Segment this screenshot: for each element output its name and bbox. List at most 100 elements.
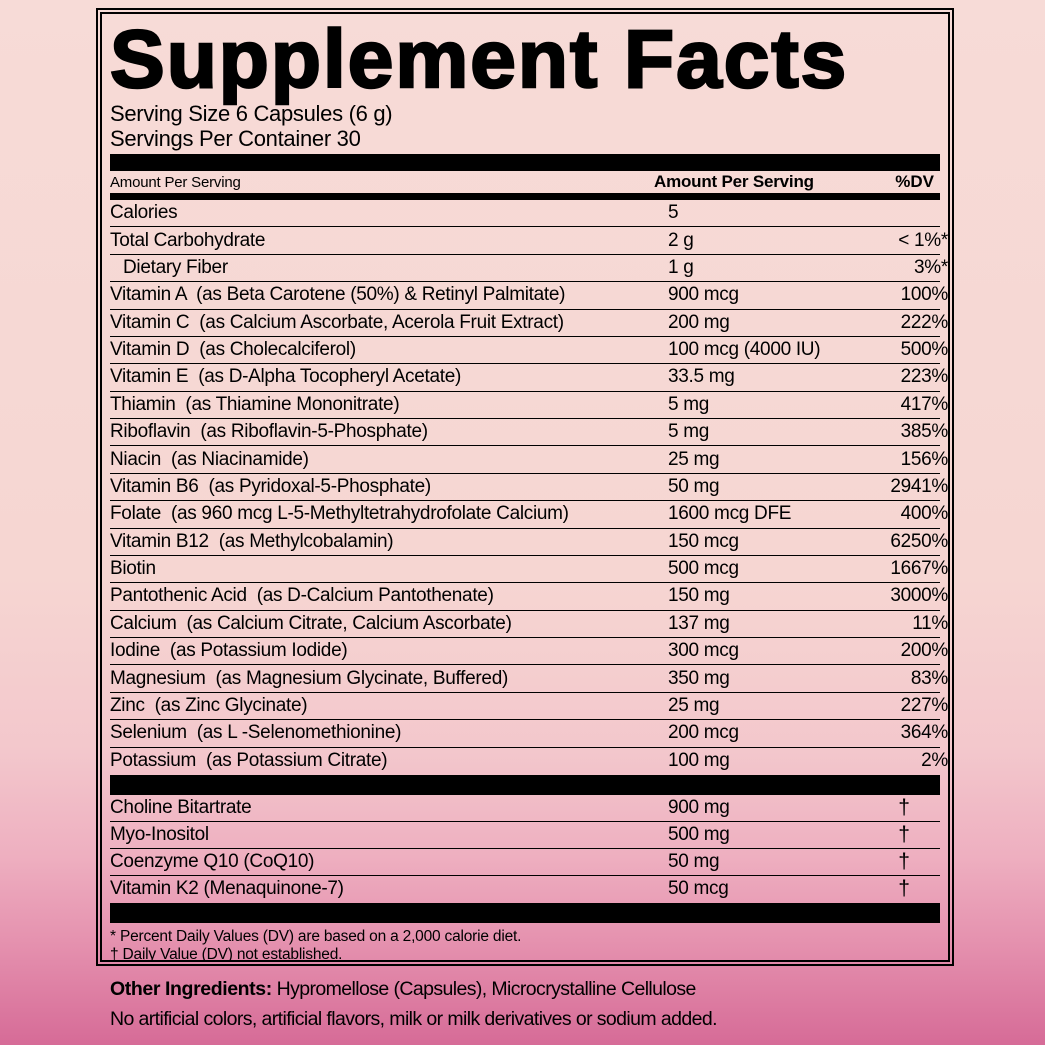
other-ingredients-block: Other Ingredients: Hypromellose (Capsule… xyxy=(110,974,718,1034)
nutrient-amount: 100 mcg (4000 IU) xyxy=(668,339,821,361)
nutrient-name: Dietary Fiber xyxy=(123,256,228,278)
nutrient-dv: 3000% xyxy=(890,585,948,607)
nutrient-name: Folate (as 960 mcg L-5-Methyltetrahydrof… xyxy=(110,503,569,525)
nutrient-row: Total Carbohydrate 2 g < 1%* xyxy=(110,227,948,255)
nutrient-dv: 156% xyxy=(900,448,948,470)
nutrient-row: Vitamin K2 (Menaquinone-7) 50 mcg † xyxy=(110,876,940,903)
nutrient-dv: 1667% xyxy=(890,558,948,580)
nutrient-row: Myo-Inositol 500 mg † xyxy=(110,822,940,849)
nutrient-amount: 150 mcg xyxy=(668,530,739,552)
nutrient-name: Thiamin (as Thiamine Mononitrate) xyxy=(110,393,400,415)
supplement-facts-panel: Supplement Facts Serving Size 6 Capsules… xyxy=(96,8,954,966)
nutrient-row: Vitamin B6 (as Pyridoxal-5-Phosphate) 50… xyxy=(110,474,948,502)
nutrient-amount: 50 mcg xyxy=(668,878,729,900)
nutrient-name: Magnesium (as Magnesium Glycinate, Buffe… xyxy=(110,667,508,689)
nutrient-name: Vitamin D (as Cholecalciferol) xyxy=(110,339,356,361)
nutrient-dv: 500% xyxy=(900,339,948,361)
nutrient-dv: 11% xyxy=(912,612,948,634)
nutrient-amount: 200 mcg xyxy=(668,722,739,744)
no-artificial-line: No artificial colors, artificial flavors… xyxy=(110,1008,718,1030)
nutrient-name: Pantothenic Acid (as D-Calcium Pantothen… xyxy=(110,585,494,607)
nutrient-amount: 500 mcg xyxy=(668,558,739,580)
other-ingredients-label: Other Ingredients: xyxy=(110,978,272,1000)
nutrient-amount: 350 mg xyxy=(668,667,730,689)
divider-bar-middle xyxy=(110,774,940,795)
nutrient-amount: 5 xyxy=(668,202,679,224)
nutrient-dv: 2941% xyxy=(890,475,948,497)
nutrient-dv: † xyxy=(898,849,910,873)
nutrient-dv: 223% xyxy=(900,366,948,388)
table-header-row: Amount Per Serving Amount Per Serving %D… xyxy=(110,171,940,193)
nutrient-dv: 364% xyxy=(900,722,948,744)
header-amount-per-serving-left: Amount Per Serving xyxy=(110,173,241,191)
nutrient-amount: 1600 mcg DFE xyxy=(668,503,792,525)
nutrient-name: Iodine (as Potassium Iodide) xyxy=(110,640,348,662)
nutrient-amount: 200 mg xyxy=(668,311,730,333)
nutrient-row: Dietary Fiber 1 g 3%* xyxy=(110,255,948,283)
nutrient-amount: 2 g xyxy=(668,229,694,251)
nutrient-dv: † xyxy=(898,795,910,819)
footnotes: * Percent Daily Values (DV) are based on… xyxy=(110,927,940,960)
nutrient-name: Calories xyxy=(110,202,178,224)
nutrient-row: Riboflavin (as Riboflavin-5-Phosphate) 5… xyxy=(110,419,948,447)
nutrient-name: Biotin xyxy=(110,558,156,580)
nutrient-amount: 150 mg xyxy=(668,585,730,607)
nutrient-amount: 5 mg xyxy=(668,421,710,443)
nutrient-name: Calcium (as Calcium Citrate, Calcium Asc… xyxy=(110,612,512,634)
nutrient-row: Pantothenic Acid (as D-Calcium Pantothen… xyxy=(110,583,948,611)
nutrient-row: Potassium (as Potassium Citrate) 100 mg … xyxy=(110,748,948,775)
nutrient-name: Vitamin E (as D-Alpha Tocopheryl Acetate… xyxy=(110,366,462,388)
nutrient-name: Selenium (as L -Selenomethionine) xyxy=(110,722,402,744)
nutrient-amount: 100 mg xyxy=(668,750,730,772)
nutrient-row: Magnesium (as Magnesium Glycinate, Buffe… xyxy=(110,665,948,693)
nutrient-dv: 2% xyxy=(921,750,948,772)
nutrient-dv: 3%* xyxy=(914,256,948,278)
nutrient-row: Niacin (as Niacinamide) 25 mg 156% xyxy=(110,446,948,474)
nutrient-amount: 900 mcg xyxy=(668,284,739,306)
nutrient-dv: 222% xyxy=(900,311,948,333)
nutrient-row: Selenium (as L -Selenomethionine) 200 mc… xyxy=(110,720,948,748)
servings-per-container-text: Servings Per Container 30 xyxy=(110,125,361,151)
nutrient-name: Vitamin A (as Beta Carotene (50%) & Reti… xyxy=(110,284,566,306)
nutrient-dv: 417% xyxy=(900,393,948,415)
nutrient-dv: 200% xyxy=(900,640,948,662)
nutrient-row: Vitamin D (as Cholecalciferol) 100 mcg (… xyxy=(110,337,948,365)
nutrient-row: Calories 5 xyxy=(110,200,940,228)
nutrient-amount: 1 g xyxy=(668,256,694,278)
nutrient-name: Vitamin B6 (as Pyridoxal-5-Phosphate) xyxy=(110,475,431,497)
nutrient-name: Riboflavin (as Riboflavin-5-Phosphate) xyxy=(110,421,428,443)
nutrient-table-main: Calories 5 Total Carbohydrate 2 g < 1%* … xyxy=(110,200,948,775)
supplement-facts-panel-inner: Supplement Facts Serving Size 6 Capsules… xyxy=(100,12,950,962)
serving-size-text: Serving Size 6 Capsules (6 g) xyxy=(110,101,393,126)
footnote-percent-dv: * Percent Daily Values (DV) are based on… xyxy=(110,927,522,945)
nutrient-name: Zinc (as Zinc Glycinate) xyxy=(110,694,308,716)
nutrient-name: Vitamin B12 (as Methylcobalamin) xyxy=(110,530,394,552)
nutrient-amount: 25 mg xyxy=(668,448,720,470)
nutrient-name: Choline Bitartrate xyxy=(110,796,252,818)
header-percent-dv: %DV xyxy=(895,172,934,191)
header-amount-per-serving: Amount Per Serving xyxy=(654,172,814,191)
nutrient-amount: 900 mg xyxy=(668,796,730,818)
nutrient-name: Vitamin C (as Calcium Ascorbate, Acerola… xyxy=(110,311,564,333)
nutrient-row: Coenzyme Q10 (CoQ10) 50 mg † xyxy=(110,849,940,876)
nutrient-row: Biotin 500 mcg 1667% xyxy=(110,556,948,584)
nutrient-dv: 227% xyxy=(900,694,948,716)
other-ingredients-text: Hypromellose (Capsules), Microcrystallin… xyxy=(271,978,697,1000)
nutrient-name: Potassium (as Potassium Citrate) xyxy=(110,750,388,772)
nutrient-row: Calcium (as Calcium Citrate, Calcium Asc… xyxy=(110,611,948,638)
nutrient-amount: 33.5 mg xyxy=(668,366,735,388)
nutrient-amount: 25 mg xyxy=(668,694,720,716)
nutrient-row: Vitamin B12 (as Methylcobalamin) 150 mcg… xyxy=(110,529,948,556)
nutrient-amount: 300 mcg xyxy=(668,640,739,662)
nutrient-row: Choline Bitartrate 900 mg † xyxy=(110,795,940,822)
nutrient-amount: 50 mg xyxy=(668,850,720,872)
nutrient-row: Vitamin C (as Calcium Ascorbate, Acerola… xyxy=(110,310,948,337)
nutrient-row: Iodine (as Potassium Iodide) 300 mcg 200… xyxy=(110,638,948,666)
nutrient-name: Vitamin K2 (Menaquinone-7) xyxy=(110,878,344,900)
nutrient-dv: † xyxy=(898,877,910,901)
nutrient-row: Vitamin A (as Beta Carotene (50%) & Reti… xyxy=(110,282,948,310)
nutrient-amount: 50 mg xyxy=(668,475,720,497)
nutrient-row: Thiamin (as Thiamine Mononitrate) 5 mg 4… xyxy=(110,392,948,419)
nutrient-name: Myo-Inositol xyxy=(110,823,209,845)
